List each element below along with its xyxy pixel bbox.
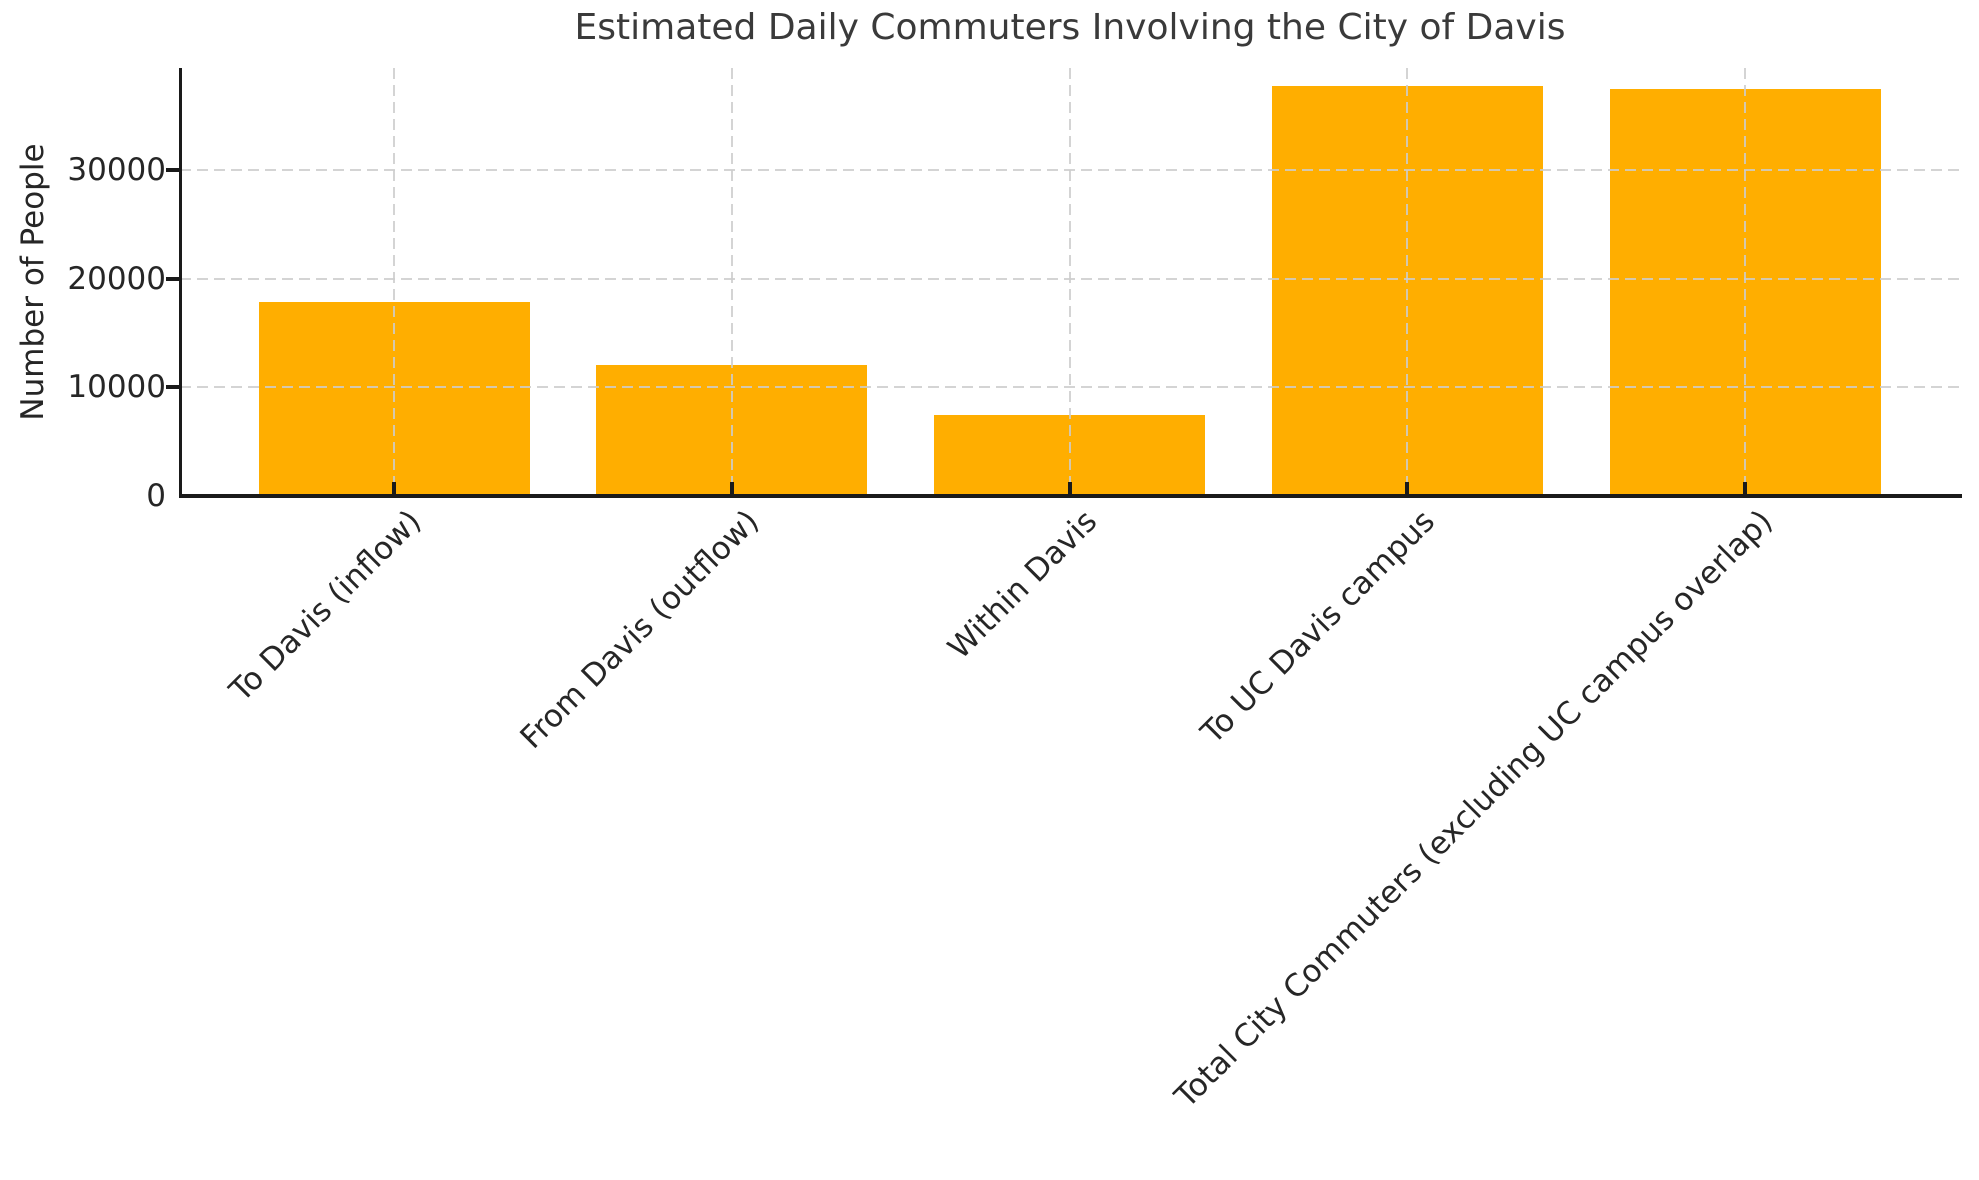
x-tick-label-2: From Davis (outflow) <box>513 503 767 756</box>
h-gridline-20000 <box>180 277 1960 280</box>
y-tick-10000 <box>166 385 179 390</box>
x-tick-4 <box>1405 482 1410 496</box>
x-tick-label-3: Within Davis <box>941 503 1105 667</box>
x-tick-3 <box>1067 482 1072 496</box>
x-tick-2 <box>729 482 734 496</box>
y-axis-spine <box>179 68 182 498</box>
v-gridline-3 <box>1068 68 1071 496</box>
x-tick-label-4: To UC Davis campus <box>1194 503 1442 751</box>
y-tick-20000 <box>166 276 179 281</box>
x-tick-5 <box>1743 482 1747 496</box>
v-gridline-5 <box>1744 68 1746 496</box>
y-tick-label-10000: 10000 <box>67 369 166 406</box>
h-gridline-10000 <box>180 386 1960 389</box>
v-gridline-1 <box>393 68 395 496</box>
v-gridline-4 <box>1406 68 1409 496</box>
x-axis-spine <box>179 494 1962 498</box>
x-tick-label-5: Total City Commuters (excluding UC campu… <box>1168 503 1780 1115</box>
y-tick-label-30000: 30000 <box>67 152 166 189</box>
y-tick-label-20000: 20000 <box>67 260 166 297</box>
y-tick-30000 <box>166 168 179 173</box>
y-tick-label-0: 0 <box>146 478 166 514</box>
x-tick-label-1: To Davis (inflow) <box>223 503 429 709</box>
v-gridline-2 <box>730 68 733 496</box>
chart-title: Estimated Daily Commuters Involving the … <box>574 7 1566 48</box>
h-gridline-30000 <box>180 169 1960 172</box>
x-tick-1 <box>392 482 396 496</box>
